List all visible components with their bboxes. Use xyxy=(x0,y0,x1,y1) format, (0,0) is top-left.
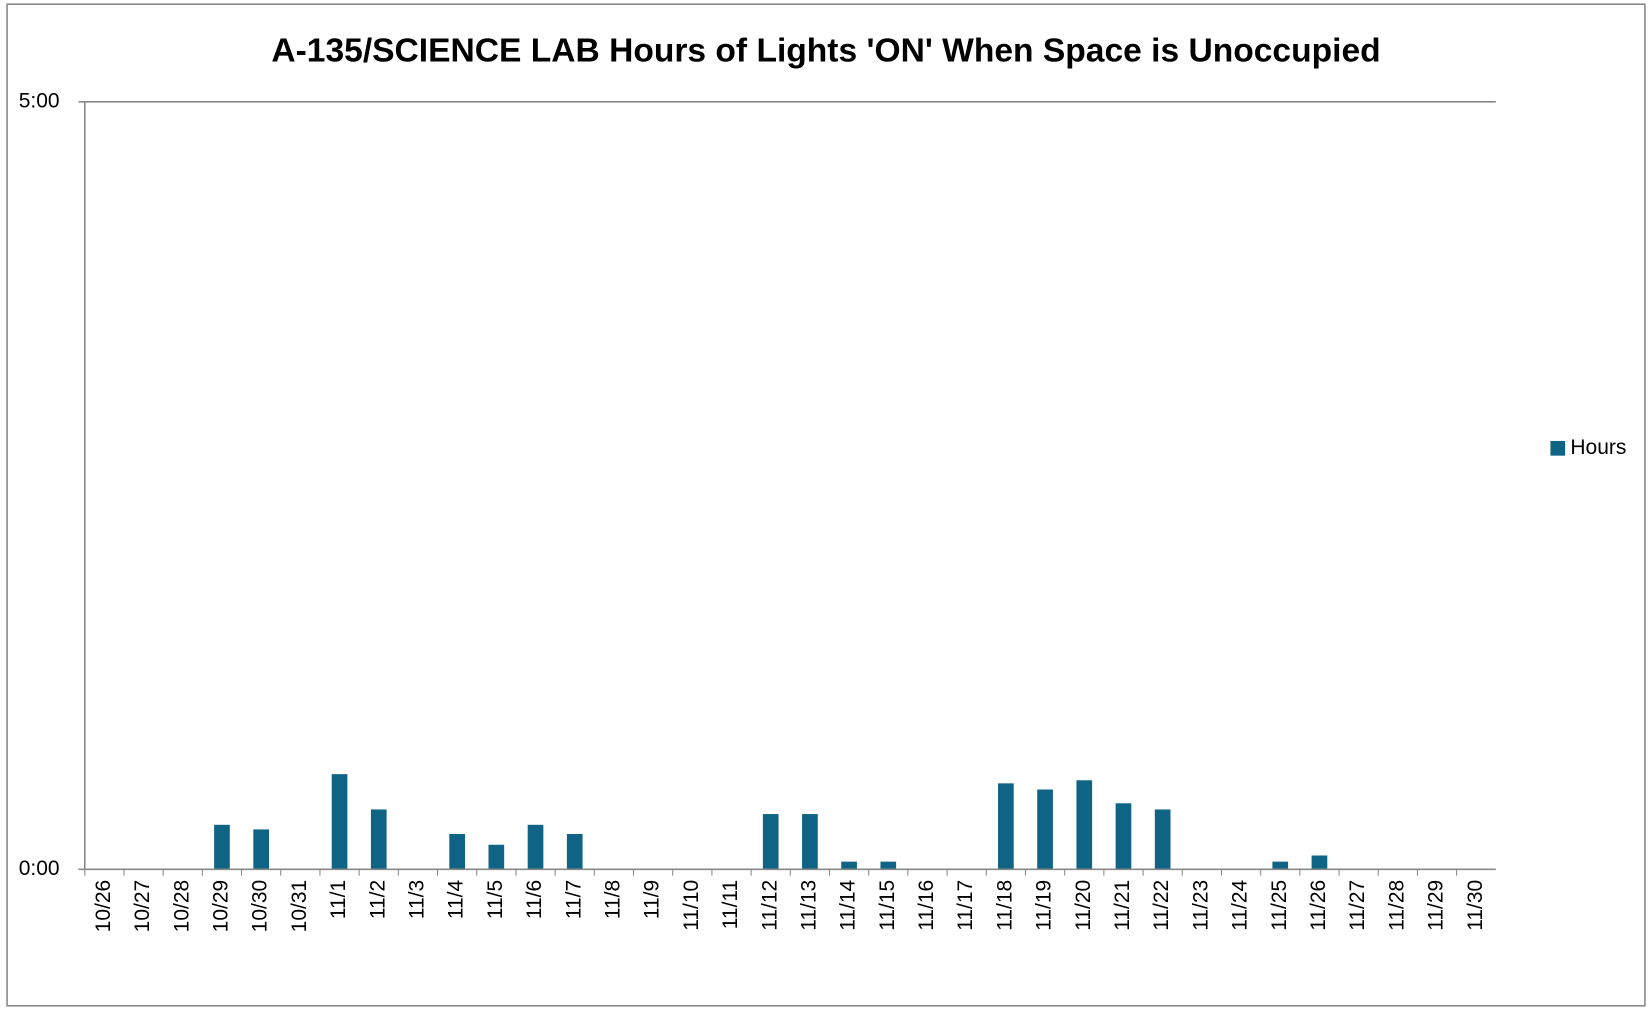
x-tick-label: 11/25 xyxy=(1268,880,1291,931)
x-tick-label: 11/22 xyxy=(1150,880,1173,931)
x-tick-label: 11/16 xyxy=(915,880,938,931)
chart-frame xyxy=(6,3,1646,1007)
x-tick-label: 11/7 xyxy=(562,880,585,919)
x-tick-label: 11/8 xyxy=(601,880,624,919)
x-tick-label: 10/29 xyxy=(210,880,233,933)
y-tick-label: 5:00 xyxy=(19,89,60,112)
x-tick-label: 11/21 xyxy=(1111,880,1134,931)
x-tick-label: 11/14 xyxy=(837,879,860,930)
x-tick-label: 10/31 xyxy=(288,880,311,933)
bar xyxy=(488,844,505,870)
x-tick-label: 11/2 xyxy=(366,880,389,919)
bar xyxy=(253,829,269,870)
x-tick-label: 10/27 xyxy=(131,880,154,933)
bar xyxy=(1154,809,1171,870)
x-tick-label: 11/27 xyxy=(1346,880,1369,931)
bar xyxy=(1076,780,1093,870)
x-tick-label: 10/28 xyxy=(170,880,193,933)
x-tick-label: 11/19 xyxy=(1033,880,1056,931)
x-tick-label: 11/3 xyxy=(405,880,428,919)
bar xyxy=(998,783,1014,870)
x-tick-label: 11/10 xyxy=(680,880,703,931)
x-tick-label: 11/26 xyxy=(1307,880,1330,931)
x-tick-label: 11/28 xyxy=(1385,880,1408,931)
x-tick-label: 11/11 xyxy=(719,880,742,929)
x-tick-label: 11/23 xyxy=(1189,880,1212,931)
x-tick-label: 11/5 xyxy=(484,880,507,919)
x-tick-label: 11/1 xyxy=(327,880,350,919)
x-tick-label: 11/30 xyxy=(1464,880,1487,931)
chart-title: A-135/SCIENCE LAB Hours of Lights 'ON' W… xyxy=(271,32,1380,69)
bar xyxy=(1272,861,1289,870)
bar xyxy=(1311,855,1328,870)
x-tick-label: 11/13 xyxy=(797,880,820,931)
x-tick-label: 10/26 xyxy=(92,880,115,933)
x-tick-label: 11/4 xyxy=(445,879,468,919)
bar xyxy=(762,814,779,870)
bar xyxy=(1115,803,1132,870)
bar xyxy=(566,834,583,870)
x-tick-label: 11/12 xyxy=(758,880,781,931)
bar xyxy=(841,861,857,870)
legend-label: Hours xyxy=(1570,436,1626,459)
x-tick-label: 11/18 xyxy=(993,880,1016,931)
bar xyxy=(331,774,348,870)
x-tick-label: 11/20 xyxy=(1072,880,1095,931)
x-tick-label: 10/30 xyxy=(249,880,272,933)
bar xyxy=(802,814,818,870)
bar xyxy=(214,824,230,870)
y-tick-label: 0:00 xyxy=(19,857,60,880)
x-tick-label: 11/29 xyxy=(1425,880,1448,931)
bar xyxy=(880,861,897,870)
bar xyxy=(527,824,544,870)
x-tick-label: 11/9 xyxy=(641,880,664,919)
x-tick-label: 11/6 xyxy=(523,880,546,919)
x-tick-label: 11/24 xyxy=(1229,879,1252,930)
bar xyxy=(370,809,387,870)
x-tick-label: 11/17 xyxy=(954,880,977,931)
bar xyxy=(449,834,465,870)
x-tick-label: 11/15 xyxy=(876,880,899,931)
legend-swatch xyxy=(1550,440,1566,456)
bar xyxy=(1037,789,1053,870)
